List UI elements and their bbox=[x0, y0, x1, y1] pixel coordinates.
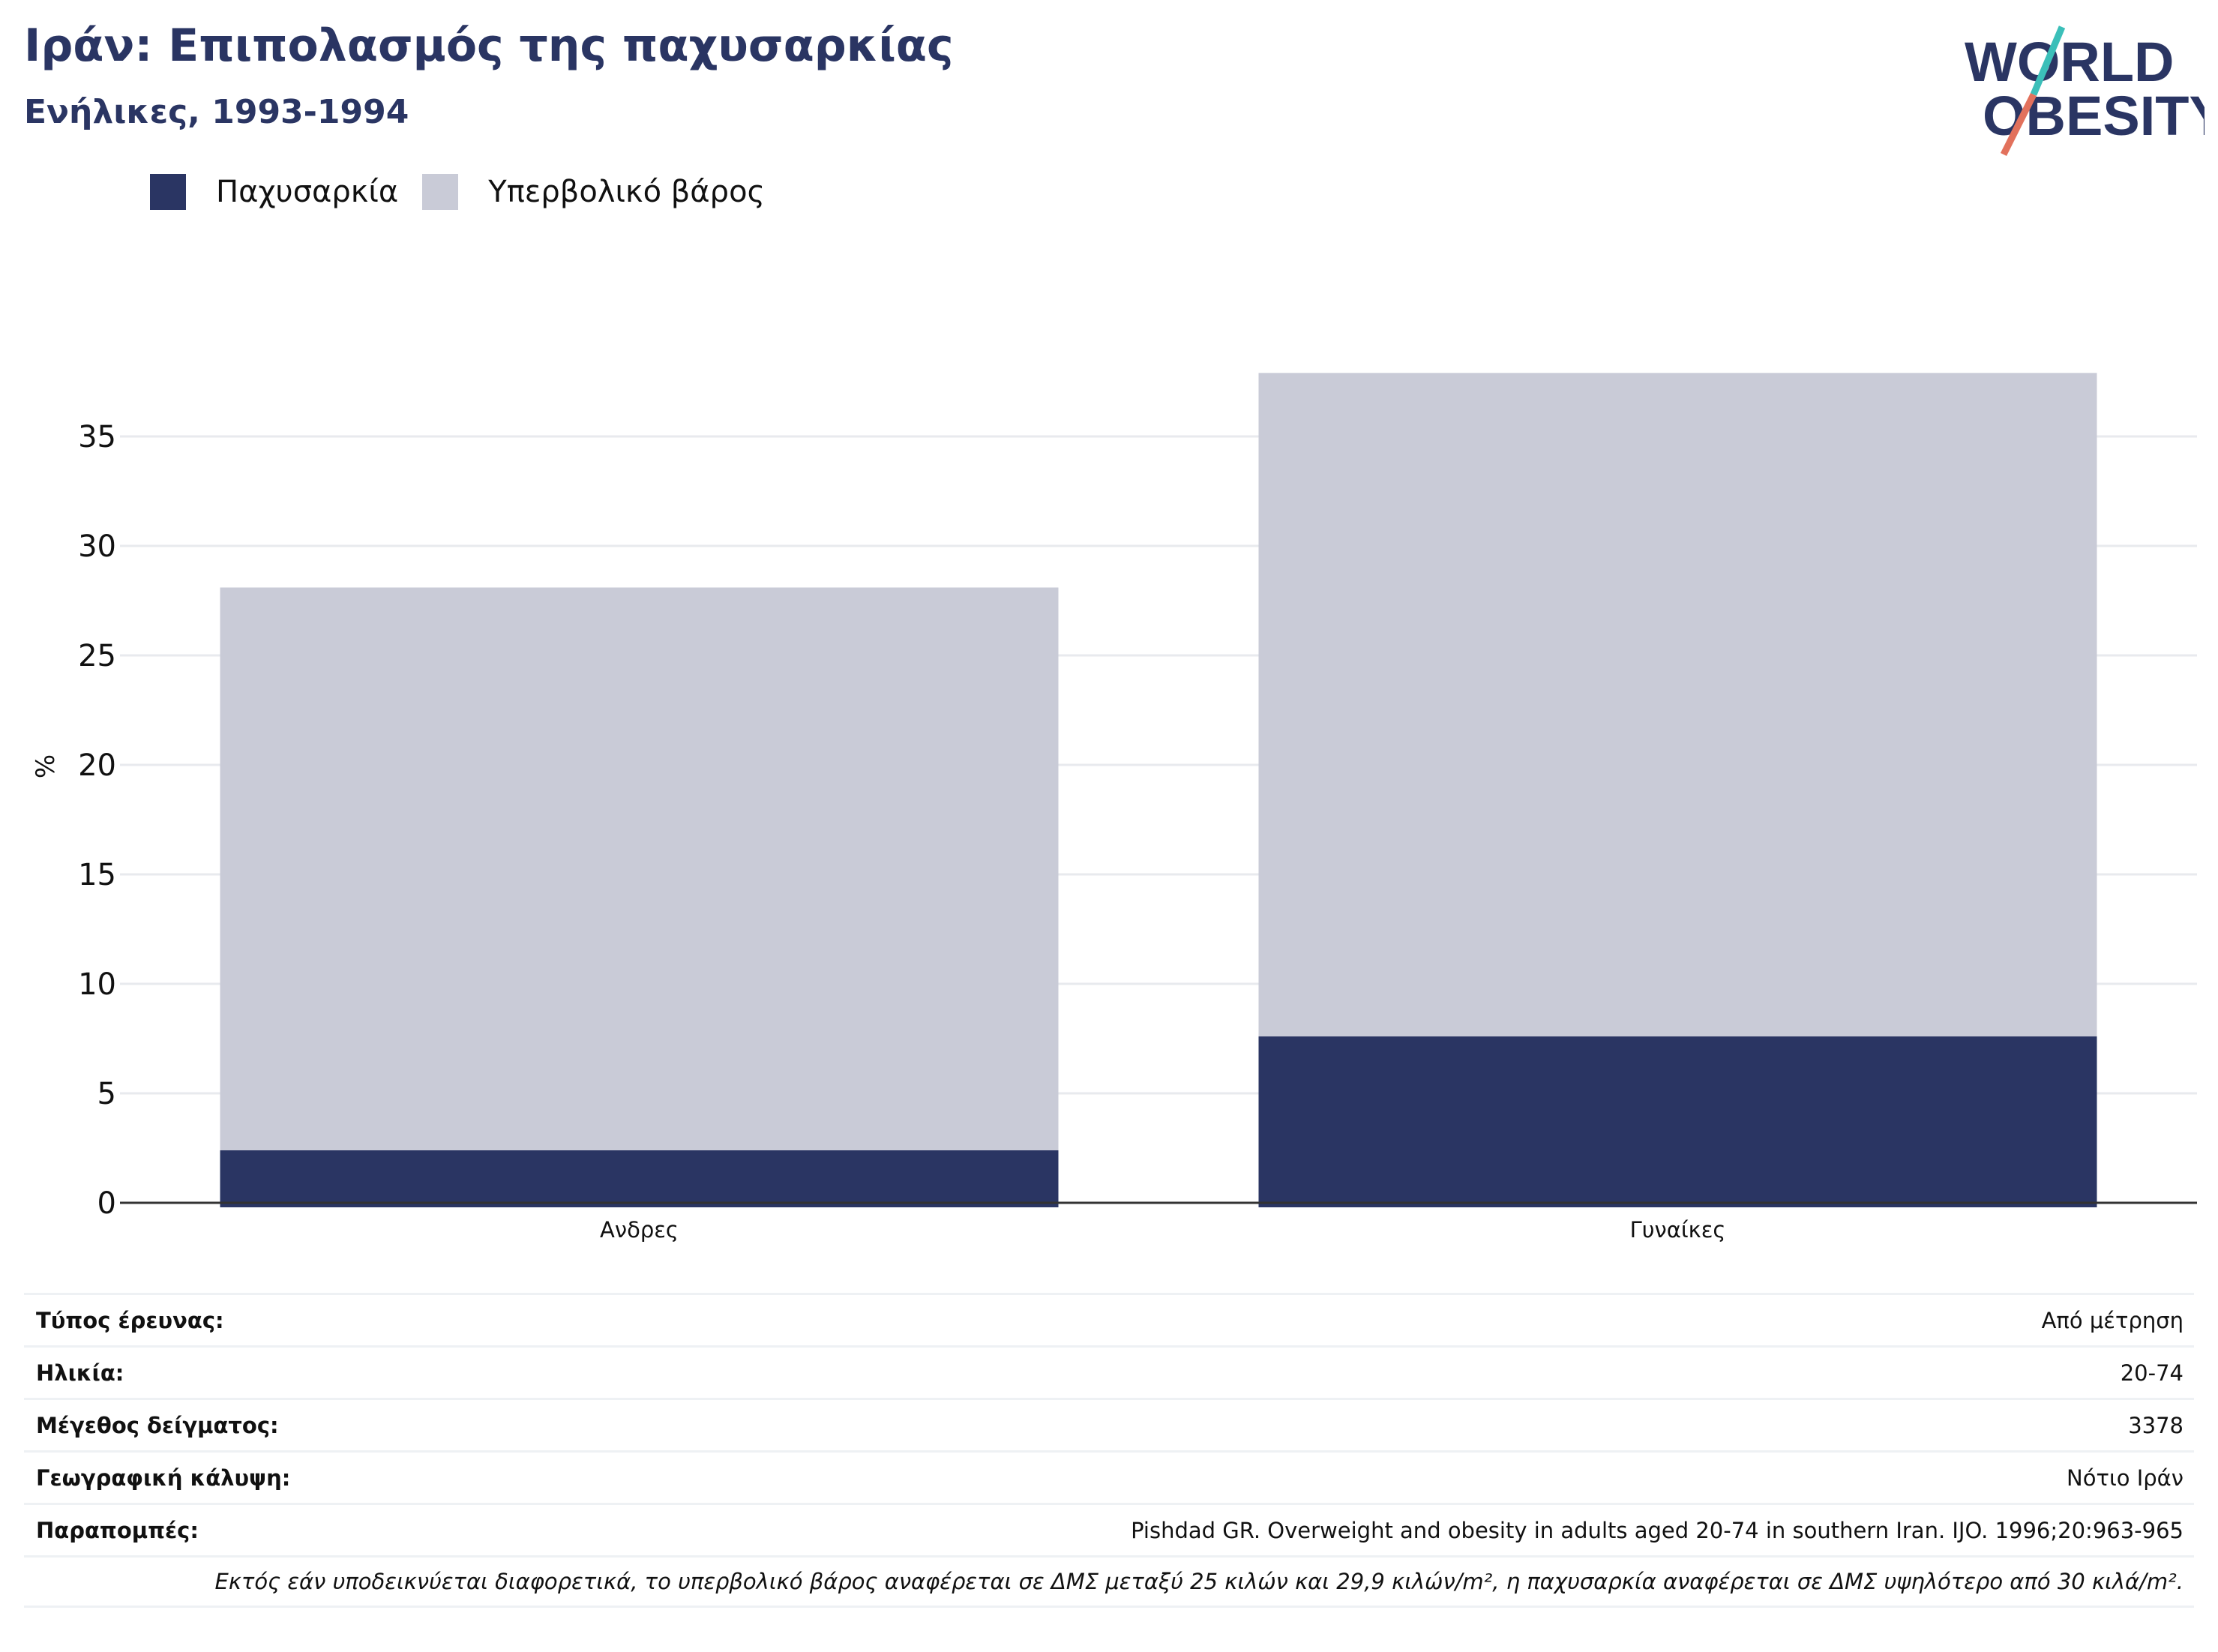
y-tick-label: 30 bbox=[78, 529, 116, 564]
bar-segment-obesity bbox=[1258, 1036, 2097, 1207]
info-key: Τύπος έρευνας: bbox=[36, 1307, 224, 1333]
world-obesity-logo: WORLD OBESITY bbox=[1965, 25, 2205, 157]
y-tick-label: 15 bbox=[78, 858, 116, 892]
y-tick-label: 35 bbox=[78, 420, 116, 454]
logo-slash-coral bbox=[2000, 92, 2037, 157]
bar-segment-overweight bbox=[1258, 373, 2097, 1037]
logo-slash-teal bbox=[2030, 25, 2066, 96]
logo-text-world: WORLD bbox=[1965, 31, 2175, 93]
info-value: 20-74 bbox=[2120, 1360, 2184, 1386]
legend-item-obesity[interactable]: Παχυσαρκία bbox=[150, 174, 398, 210]
x-tick-label: Γυναίκες bbox=[1630, 1217, 1726, 1243]
info-row-sample-size: Μέγεθος δείγματος: 3378 bbox=[24, 1398, 2194, 1450]
info-row-survey-type: Τύπος έρευνας: Από μέτρηση bbox=[24, 1293, 2194, 1345]
y-tick-label: 25 bbox=[78, 639, 116, 673]
info-value: Από μέτρηση bbox=[2041, 1307, 2184, 1333]
legend-item-overweight[interactable]: Υπερβολικό βάρος bbox=[422, 174, 765, 210]
y-tick-label: 10 bbox=[78, 967, 116, 1002]
info-row-geographic-coverage: Γεωγραφική κάλυψη: Νότιο Ιράν bbox=[24, 1450, 2194, 1503]
info-key: Ηλικία: bbox=[36, 1360, 124, 1386]
page-title: Ιράν: Επιπολασμός της παχυσαρκίας bbox=[24, 19, 954, 72]
x-tick-label: Ανδρες bbox=[600, 1217, 679, 1243]
info-value: Νότιο Ιράν bbox=[2067, 1465, 2184, 1491]
stacked-bar-chart: 0 5 10 15 20 25 30 35% Ανδρες Γυναίκες bbox=[31, 373, 2197, 1243]
page-subtitle: Ενήλικες, 1993-1994 bbox=[24, 93, 409, 131]
info-row-references: Παραπομπές: Pishdad GR. Overweight and o… bbox=[24, 1503, 2194, 1555]
info-value: 3378 bbox=[2128, 1412, 2184, 1438]
legend-swatch-obesity bbox=[150, 174, 186, 210]
legend-swatch-overweight bbox=[422, 174, 459, 210]
legend: Παχυσαρκία Υπερβολικό βάρος bbox=[150, 174, 789, 210]
survey-info-table: Τύπος έρευνας: Από μέτρηση Ηλικία: 20-74… bbox=[24, 1293, 2194, 1608]
definition-note: Εκτός εάν υποδεικνύεται διαφορετικά, το … bbox=[24, 1555, 2194, 1608]
bar-segment-overweight bbox=[220, 587, 1059, 1150]
y-tick-label: 5 bbox=[97, 1077, 116, 1111]
bar-segment-obesity bbox=[220, 1150, 1059, 1207]
info-key: Μέγεθος δείγματος: bbox=[36, 1412, 279, 1438]
y-tick-label: 0 bbox=[97, 1186, 116, 1221]
y-axis-label: % bbox=[31, 754, 61, 778]
info-value: Pishdad GR. Overweight and obesity in ad… bbox=[1131, 1517, 2184, 1543]
y-tick-label: 20 bbox=[78, 748, 116, 783]
info-key: Γεωγραφική κάλυψη: bbox=[36, 1465, 291, 1491]
info-key: Παραπομπές: bbox=[36, 1517, 199, 1543]
legend-label-obesity: Παχυσαρκία bbox=[216, 175, 399, 209]
info-row-age: Ηλικία: 20-74 bbox=[24, 1345, 2194, 1398]
legend-label-overweight: Υπερβολικό βάρος bbox=[488, 175, 766, 209]
